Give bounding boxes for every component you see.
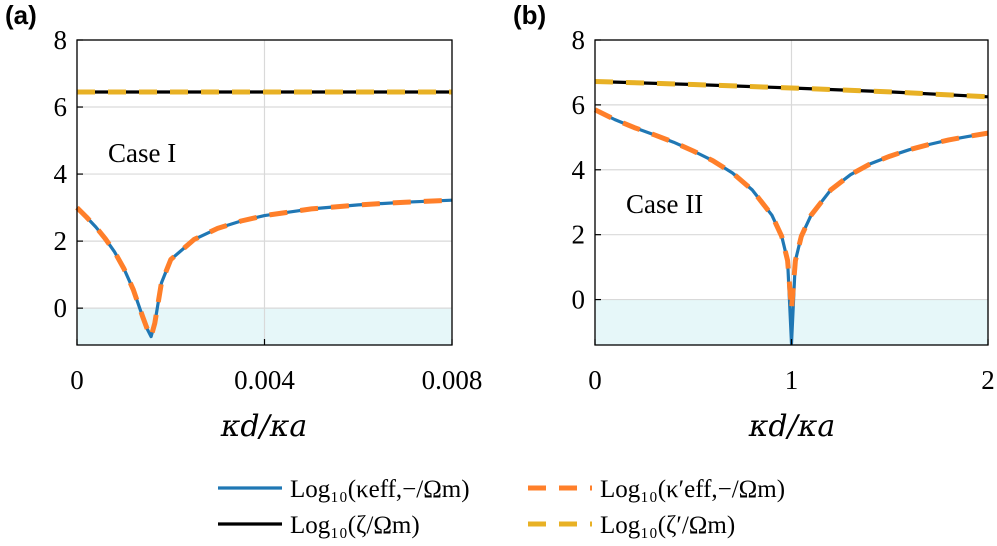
y-tick-label: 4	[572, 155, 586, 185]
y-tick-label: 6	[572, 90, 586, 120]
y-tick-label: 8	[572, 25, 586, 55]
series-line-zeta-prime	[594, 79, 989, 100]
x-tick-label: 0.008	[422, 365, 483, 395]
y-tick-label: 6	[54, 92, 68, 122]
y-tick-label: 0	[54, 293, 68, 323]
x-tick-label: 0.004	[234, 365, 295, 395]
y-tick-label: 2	[572, 220, 586, 250]
legend-label-kappa-eff-prime: Log₁₀(κ′eff,−/Ωm)	[600, 476, 785, 503]
series-line-kappa-eff-prime	[75, 197, 453, 340]
panel-b: 0 2 4 6 8 0 1 2 (b) Case II κd/κa	[513, 0, 995, 444]
y-tick-label: 0	[572, 285, 586, 315]
x-tick-label: 1	[785, 365, 799, 395]
panel-label-b: (b)	[513, 0, 546, 30]
annotation-case-i: Case I	[108, 138, 176, 168]
annotation-case-ii: Case II	[626, 189, 703, 219]
x-tick-label: 0	[588, 365, 602, 395]
x-tick-label: 0	[70, 365, 84, 395]
x-axis-label-a: κd/κa	[220, 409, 308, 444]
legend-label-kappa-eff: Log₁₀(κeff,−/Ωm)	[290, 476, 470, 503]
grid-a	[76, 39, 453, 345]
panel-label-a: (a)	[5, 0, 37, 30]
legend-label-zeta-prime: Log₁₀(ζ′/Ωm)	[600, 512, 735, 539]
series-a	[75, 89, 453, 340]
x-axis-label-b: κd/κa	[748, 409, 836, 444]
y-tick-label: 8	[54, 25, 68, 55]
x-tick-label: 2	[981, 365, 995, 395]
legend: Log₁₀(κeff,−/Ωm) Log₁₀(κ′eff,−/Ωm) Log₁₀…	[218, 476, 785, 539]
legend-label-zeta: Log₁₀(ζ/Ωm)	[290, 512, 420, 539]
tick-labels-a: 0 2 4 6 8 0 0.004 0.008	[54, 25, 483, 395]
y-tick-label: 2	[54, 226, 68, 256]
y-tick-label: 4	[54, 159, 68, 189]
tick-labels-b: 0 2 4 6 8 0 1 2	[572, 25, 995, 395]
panel-a: 0 2 4 6 8 0 0.004 0.008 (a) Case I κd/κa	[5, 0, 482, 444]
